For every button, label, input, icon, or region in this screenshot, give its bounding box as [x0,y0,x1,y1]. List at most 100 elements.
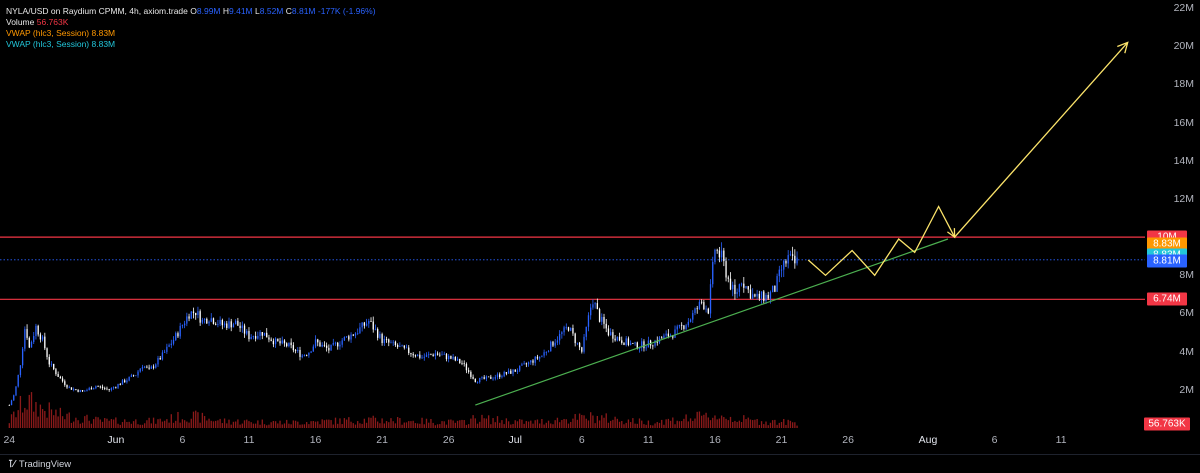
candle-body [208,321,210,324]
volume-bar [152,417,155,428]
candle-body [148,367,150,369]
volume-bar [270,422,272,428]
volume-bar [186,421,188,428]
candle-body [30,341,33,348]
candle-body [183,323,186,326]
volume-bars [8,392,798,428]
volume-bar [558,422,561,428]
candle-body [332,343,334,345]
y-tick-label: 4M [1179,345,1194,358]
volume-bar [436,424,439,428]
volume-bar [168,422,170,428]
candle-body [53,363,55,370]
candle-body [752,294,754,299]
volume-bar [277,423,279,428]
candle-body [155,364,157,368]
candle-body [616,336,618,341]
volume-bar [638,418,641,428]
volume-bar [172,422,175,428]
candle-body [95,386,97,389]
volume-bar [732,422,734,428]
candle-body [645,347,647,349]
candle-body [545,351,547,353]
volume-bar [243,420,246,428]
legend-volume-row[interactable]: Volume 56.763K [6,17,376,28]
candle-body [345,336,348,338]
volume-bar [705,412,707,428]
candle-body [75,389,77,390]
volume-bar [510,424,512,428]
candle-body [39,334,42,340]
volume-bar [787,419,789,428]
volume-bar [783,418,785,428]
volume-bar [352,423,354,428]
volume-bar [590,412,592,428]
candle-body [729,278,732,290]
candle-body [587,315,590,327]
candle-body [665,333,667,336]
volume-bar [749,419,752,428]
candle-body [705,308,707,310]
candle-body [572,327,574,334]
volume-bar [348,417,350,428]
volume-bar [61,416,64,428]
candle-body [450,355,452,359]
candle-body [139,368,141,372]
candle-body [543,352,545,356]
volume-bar [281,424,283,428]
volume-bar [430,418,432,428]
x-tick-label: 16 [309,434,322,446]
projection-path [807,41,1129,277]
candle-body [434,353,437,357]
candle-body [432,354,434,357]
volume-bar [618,421,621,428]
volume-bar [683,418,685,428]
volume-bar [305,422,308,428]
volume-bar [266,425,268,428]
candle-body [408,347,410,354]
volume-bar [383,423,385,428]
volume-bar [86,414,88,428]
volume-bar [41,409,44,428]
candle-body [445,353,448,360]
candle-body [510,370,512,374]
volume-bar [130,423,133,428]
volume-bar [514,420,516,428]
candle-body [48,356,50,365]
candle-body [505,372,508,374]
candle-body [161,352,164,360]
candle-body [254,336,257,339]
volume-bar [361,423,363,428]
candle-body [297,349,299,351]
x-tick-label: 26 [442,434,455,446]
x-tick-label: 6 [578,434,585,446]
candle-body [310,351,312,353]
vwap1-value: 8.83M [91,28,116,38]
candle-body [21,348,24,366]
volume-bar [763,424,765,428]
candle-body [627,338,630,345]
candle-body [246,331,248,334]
volume-bar [483,418,485,428]
volume-bar [286,419,288,428]
candle-body [270,339,272,341]
volume-bar [463,420,465,428]
volume-bar [232,421,235,428]
candle-body [496,374,499,378]
tradingview-logo[interactable]: ⊺⁄ TradingView [8,459,71,470]
legend-symbol-row[interactable]: NYLA/USD on Raydium CPMM, 4h, axiom.trad… [6,6,376,17]
volume-bar [778,422,780,428]
volume-bar [474,418,476,428]
candle-body [530,360,532,363]
volume-bar [696,411,698,428]
volume-bar [767,425,769,428]
candle-body [257,336,259,339]
candle-body [33,336,35,342]
legend-vwap2-row[interactable]: VWAP (hlc3, Session) 8.83M [6,39,376,50]
candle-body [354,333,357,336]
volume-bar [709,420,712,428]
legend-vwap1-row[interactable]: VWAP (hlc3, Session) 8.83M [6,28,376,39]
candle-body [481,377,483,379]
candle-body [585,326,587,337]
